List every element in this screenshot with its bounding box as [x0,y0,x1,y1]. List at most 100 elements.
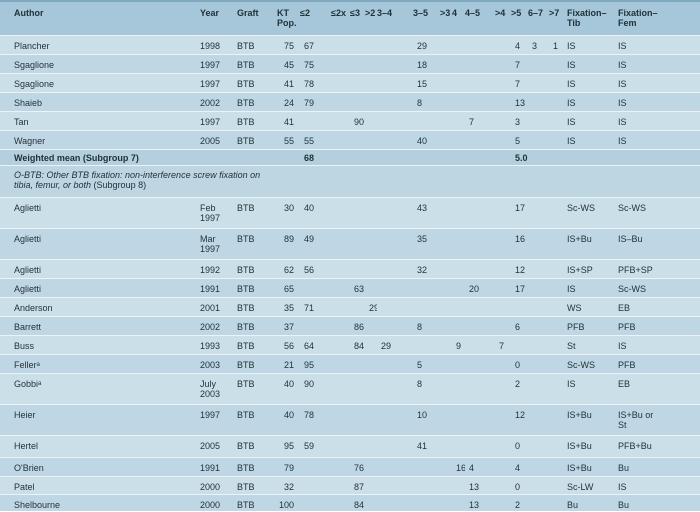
cell-fixfem: IS [618,334,700,354]
cell-gt2 [365,353,377,373]
cell-graft: BTB [237,34,277,54]
cell-gt2 [365,403,377,435]
cell-le3 [350,227,365,259]
cell-gt4 [495,129,511,149]
cell-gt3 [440,196,452,228]
cell-r34 [377,315,413,335]
cell-le2x [331,434,350,457]
cell-le2x [331,353,350,373]
cell-gt3 [440,475,452,494]
cell-gt2 [365,110,377,130]
cell-r45 [465,34,495,54]
cell-r34 [377,434,413,457]
cell-gt5 [511,334,528,354]
cell-r34 [377,53,413,73]
cell-fixtib: IS+Bu [567,227,618,259]
cell-gt4 [495,475,511,494]
cell-year: 1992 [200,258,237,278]
note-line2-roman: (Subgroup 8) [91,179,147,190]
cell-fixtib: IS+Bu [567,456,618,476]
cell-r35 [413,296,440,316]
cell-gt2 [365,493,377,511]
cell-fixtib: IS+SP [567,258,618,278]
cell-le2: 68 [300,148,331,165]
cell-fixtib: Sc-LW [567,475,618,494]
cell-year: Feb 1997 [200,196,237,228]
cell-kt: 40 [277,403,300,435]
cell-kt: 37 [277,315,300,335]
cell-graft: BTB [237,315,277,335]
cell-le2x [331,493,350,511]
cell-fixtib: St [567,334,618,354]
cell-gt4 [495,258,511,278]
cell-r67 [528,403,549,435]
cell-gt3 [440,110,452,130]
cell-kt: 56 [277,334,300,354]
cell-fixfem: IS [618,110,700,130]
cell-year: July 2003 [200,372,237,404]
cell-c4 [452,434,465,457]
note-line2: tibia, femur, or both (Subgroup 8) [14,180,700,190]
column-header-gt7: >7 [549,1,567,35]
column-header-author: Author [0,1,200,35]
cell-le3 [350,258,365,278]
cell-r67 [528,227,549,259]
cell-r35 [413,475,440,494]
cell-c4 [452,403,465,435]
cell-fixfem: PFB+Bu [618,434,700,457]
cell-le3 [350,91,365,111]
cell-gt4 [495,434,511,457]
cell-fixtib: PFB [567,315,618,335]
cell-r35 [413,456,440,476]
cell-kt: 41 [277,72,300,92]
cell-le2 [300,493,331,511]
cell-kt: 45 [277,53,300,73]
cell-fixfem: IS–Bu [618,227,700,259]
cell-r34 [377,227,413,259]
cell-gt4 [495,227,511,259]
cell-r34 [377,129,413,149]
cell-r45: 20 [465,277,495,297]
cell-le3 [350,403,365,435]
cell-author: Aglietti [0,227,200,259]
cell-r35 [413,277,440,297]
cell-r45 [465,227,495,259]
cell-gt7 [549,456,567,476]
cell-gt4 [495,353,511,373]
cell-r45 [465,434,495,457]
cell-le3: 87 [350,475,365,494]
cell-r67 [528,129,549,149]
cell-le2: 40 [300,196,331,228]
cell-gt3 [440,353,452,373]
table-row: Aglietti 1991 BTB 65 63 20 17 IS Sc-WS [0,277,700,297]
table-row: Aglietti Mar 1997 BTB 89 49 35 16 IS+Bu IS–Bu [0,227,700,259]
cell-gt4 [495,456,511,476]
cell-r34 [377,258,413,278]
cell-gt3 [440,296,452,316]
cell-gt7 [549,277,567,297]
cell-le3 [350,129,365,149]
cell-graft: BTB [237,493,277,511]
cell-r34 [377,196,413,228]
cell-c4 [452,91,465,111]
cell-c4 [452,493,465,511]
cell-gt3 [440,334,452,354]
cell-kt: 32 [277,475,300,494]
cell-kt: 79 [277,456,300,476]
cell-kt [277,148,300,165]
cell-gt2 [365,372,377,404]
cell-le2x [331,72,350,92]
cell-year: 2002 [200,315,237,335]
cell-year: 2002 [200,91,237,111]
cell-le3: 84 [350,493,365,511]
table-row: Shaieb 2002 BTB 24 79 8 13 IS IS [0,91,700,111]
cell-le2x [331,296,350,316]
cell-author: Weighted mean (Subgroup 7) [0,148,200,165]
cell-gt5: 6 [511,315,528,335]
cell-fixfem: PFB [618,353,700,373]
cell-gt5: 12 [511,403,528,435]
cell-le3: 84 [350,334,365,354]
cell-kt: 89 [277,227,300,259]
